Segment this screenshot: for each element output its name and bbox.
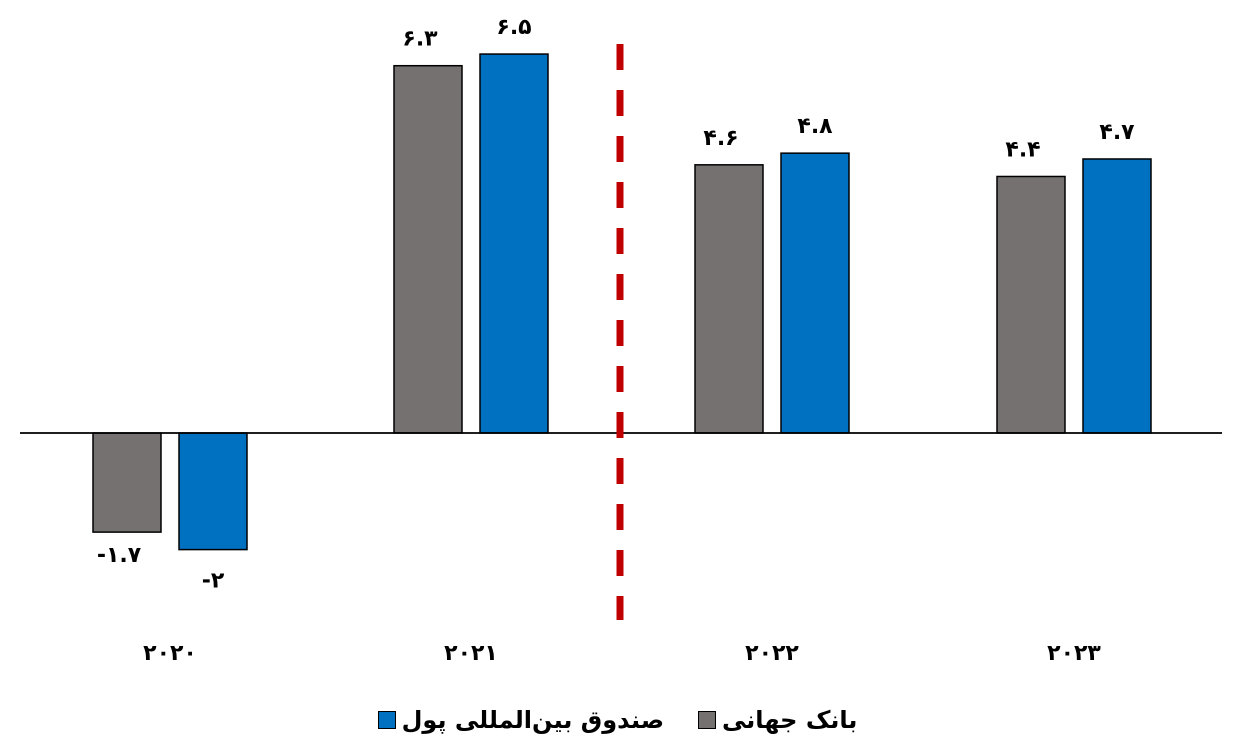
value-label-world-bank-0: -۱.۷ <box>97 543 142 568</box>
legend-swatch-imf <box>377 711 396 729</box>
bars-layer <box>92 53 1152 551</box>
category-label-1: ۲۰۲۱ <box>444 641 498 666</box>
legend-label-imf: صندوق بین‌المللی پول <box>401 706 665 734</box>
bar-imf-3 <box>1082 158 1152 434</box>
legend-item-world-bank: بانک جهانی <box>698 706 857 734</box>
value-label-imf-1: ۶.۵ <box>496 15 531 40</box>
legend-item-imf: صندوق بین‌المللی پول <box>377 706 665 734</box>
category-label-3: ۲۰۲۳ <box>1047 641 1101 666</box>
value-label-imf-2: ۴.۸ <box>797 114 833 139</box>
value-label-world-bank-1: ۶.۳ <box>402 27 438 52</box>
bar-world-bank-3 <box>996 175 1066 434</box>
category-label-0: ۲۰۲۰ <box>143 641 197 666</box>
category-labels-layer: ۲۰۲۰ ۲۰۲۱ ۲۰۲۲ ۲۰۲۳ <box>143 641 1101 666</box>
value-label-world-bank-2: ۴.۶ <box>703 126 738 151</box>
bar-imf-0 <box>178 432 248 551</box>
bar-world-bank-1 <box>393 64 463 434</box>
category-label-2: ۲۰۲۲ <box>745 641 799 666</box>
bar-world-bank-0 <box>92 432 162 533</box>
value-label-imf-0: -۲ <box>202 569 225 594</box>
bar-imf-1 <box>479 53 549 434</box>
value-label-imf-3: ۴.۷ <box>1099 120 1135 145</box>
bar-world-bank-2 <box>694 164 764 434</box>
legend-swatch-world-bank <box>698 711 717 729</box>
labels-layer: -۱.۷ -۲ ۶.۳ ۶.۵ ۴.۶ ۴.۸ ۴.۴ ۴.۷ <box>97 15 1135 594</box>
legend: صندوق بین‌المللی پول بانک جهانی <box>0 700 1235 740</box>
legend-label-world-bank: بانک جهانی <box>722 706 858 734</box>
bar-imf-2 <box>780 152 850 434</box>
value-label-world-bank-3: ۴.۴ <box>1005 137 1040 162</box>
